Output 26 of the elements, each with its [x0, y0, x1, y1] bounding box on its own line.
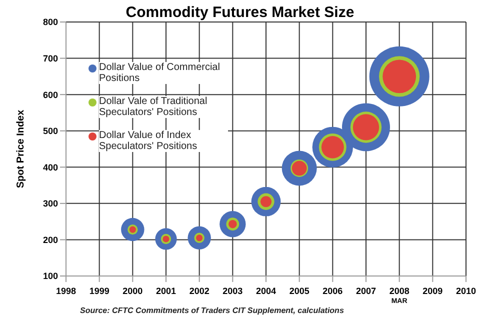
- x-tick-label: 2007: [356, 286, 376, 296]
- x-tick-label: 1999: [89, 286, 110, 296]
- y-tick-label: 300: [42, 198, 58, 209]
- x-tick-label: 1998: [56, 286, 76, 296]
- source-note: Source: CFTC Commitments of Traders CIT Supplement, calculations: [80, 306, 344, 315]
- y-tick-label: 100: [42, 271, 58, 282]
- x-tick-label: 2006: [322, 286, 343, 296]
- x-tick-label: 2002: [189, 286, 210, 296]
- x-tick-label: 2000: [122, 286, 143, 296]
- chart-title: Commodity Futures Market Size: [126, 4, 354, 21]
- x-tick-label: 2003: [222, 286, 243, 296]
- x-tick-label: 2004: [256, 286, 276, 296]
- y-tick-label: 500: [42, 126, 58, 136]
- y-axis-title: Spot Price Index: [16, 109, 27, 188]
- legend-label: Dollar Vale of Traditional Speculators' Positions: [99, 96, 228, 118]
- x-tick-label: 2005: [289, 286, 310, 296]
- y-tick-label: 200: [42, 234, 58, 245]
- x-tick-label: 2009: [422, 286, 443, 296]
- y-tick-label: 700: [42, 53, 58, 64]
- x-tick-label: 2010: [456, 286, 476, 296]
- y-tick-label: 400: [42, 162, 58, 172]
- y-tick-label: 800: [42, 17, 58, 28]
- legend-label: Dollar Value of Commercial Positions: [99, 62, 228, 84]
- legend-label: Dollar Value of Index Speculators' Positions: [99, 130, 228, 152]
- y-tick-label: 600: [42, 90, 58, 100]
- x-tick-label: 2001: [156, 286, 176, 296]
